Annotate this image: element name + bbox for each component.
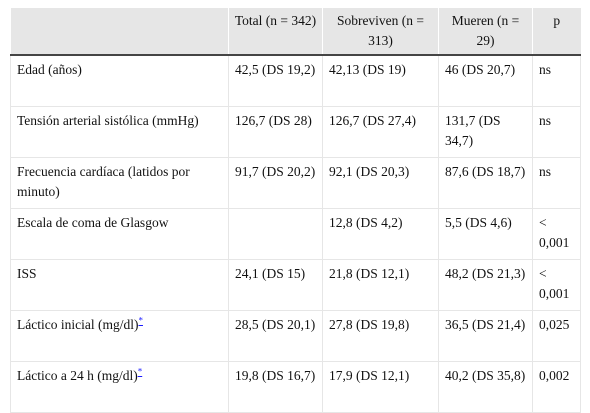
- cell-sobreviven: 42,13 (DS 19): [322, 55, 439, 107]
- data-table-container: Total (n = 342) Sobreviven (n = 313) Mue…: [10, 8, 581, 413]
- table-row: Escala de coma de Glasgow 12,8 (DS 4,2) …: [10, 208, 581, 260]
- header-cell-mueren: Mueren (n = 29): [438, 8, 533, 55]
- row-label: Tensión arterial sistólica (mmHg): [10, 106, 229, 158]
- table-row: Frecuencia cardíaca (latidos por minuto)…: [10, 157, 581, 209]
- cell-total: 126,7 (DS 28): [228, 106, 323, 158]
- table-row: Tensión arterial sistólica (mmHg) 126,7 …: [10, 106, 581, 158]
- row-label-text: ISS: [17, 266, 37, 281]
- row-label-text: Tensión arterial sistólica (mmHg): [17, 113, 199, 128]
- footnote-link[interactable]: *: [138, 315, 143, 326]
- table-row: ISS 24,1 (DS 15) 21,8 (DS 12,1) 48,2 (DS…: [10, 259, 581, 311]
- cell-total: [228, 208, 323, 260]
- cell-mueren: 87,6 (DS 18,7): [438, 157, 533, 209]
- table-row: Láctico a 24 h (mg/dl)* 19,8 (DS 16,7) 1…: [10, 361, 581, 413]
- cell-mueren: 40,2 (DS 35,8): [438, 361, 533, 413]
- row-label: Frecuencia cardíaca (latidos por minuto): [10, 157, 229, 209]
- row-label-text: Escala de coma de Glasgow: [17, 215, 169, 230]
- row-label-text: Láctico inicial (mg/dl): [17, 317, 139, 332]
- cell-p: ns: [532, 55, 581, 107]
- cell-sobreviven: 126,7 (DS 27,4): [322, 106, 439, 158]
- cell-p: < 0,001: [532, 208, 581, 260]
- table-row: Edad (años) 42,5 (DS 19,2) 42,13 (DS 19)…: [10, 55, 581, 107]
- row-label: ISS: [10, 259, 229, 311]
- cell-sobreviven: 27,8 (DS 19,8): [322, 310, 439, 362]
- cell-total: 19,8 (DS 16,7): [228, 361, 323, 413]
- cell-p: 0,025: [532, 310, 581, 362]
- data-table: Total (n = 342) Sobreviven (n = 313) Mue…: [10, 8, 581, 413]
- cell-total: 91,7 (DS 20,2): [228, 157, 323, 209]
- row-label: Edad (años): [10, 55, 229, 107]
- row-label: Láctico inicial (mg/dl)*: [10, 310, 229, 362]
- cell-mueren: 36,5 (DS 21,4): [438, 310, 533, 362]
- cell-sobreviven: 21,8 (DS 12,1): [322, 259, 439, 311]
- row-label-text: Edad (años): [17, 62, 82, 77]
- cell-total: 28,5 (DS 20,1): [228, 310, 323, 362]
- cell-total: 42,5 (DS 19,2): [228, 55, 323, 107]
- cell-mueren: 131,7 (DS 34,7): [438, 106, 533, 158]
- row-label-text: Frecuencia cardíaca (latidos por minuto): [17, 164, 190, 199]
- table-row: Láctico inicial (mg/dl)* 28,5 (DS 20,1) …: [10, 310, 581, 362]
- cell-sobreviven: 92,1 (DS 20,3): [322, 157, 439, 209]
- cell-p: ns: [532, 157, 581, 209]
- cell-p: 0,002: [532, 361, 581, 413]
- cell-total: 24,1 (DS 15): [228, 259, 323, 311]
- footnote-link[interactable]: *: [137, 366, 143, 377]
- cell-sobreviven: 12,8 (DS 4,2): [322, 208, 439, 260]
- cell-mueren: 46 (DS 20,7): [438, 55, 533, 107]
- header-cell-sobreviven: Sobreviven (n = 313): [322, 8, 439, 55]
- row-label-text: Láctico a 24 h (mg/dl): [17, 368, 138, 383]
- header-cell-p: p: [553, 13, 561, 28]
- cell-p: < 0,001: [532, 259, 581, 311]
- cell-mueren: 48,2 (DS 21,3): [438, 259, 533, 311]
- row-label: Escala de coma de Glasgow: [10, 208, 229, 260]
- cell-sobreviven: 17,9 (DS 12,1): [322, 361, 439, 413]
- cell-p: ns: [532, 106, 581, 158]
- header-row: Total (n = 342) Sobreviven (n = 313) Mue…: [10, 8, 581, 55]
- row-label: Láctico a 24 h (mg/dl)*: [10, 361, 229, 413]
- header-cell-variable: [10, 8, 229, 55]
- header-cell-total: Total (n = 342): [228, 8, 323, 55]
- cell-mueren: 5,5 (DS 4,6): [438, 208, 533, 260]
